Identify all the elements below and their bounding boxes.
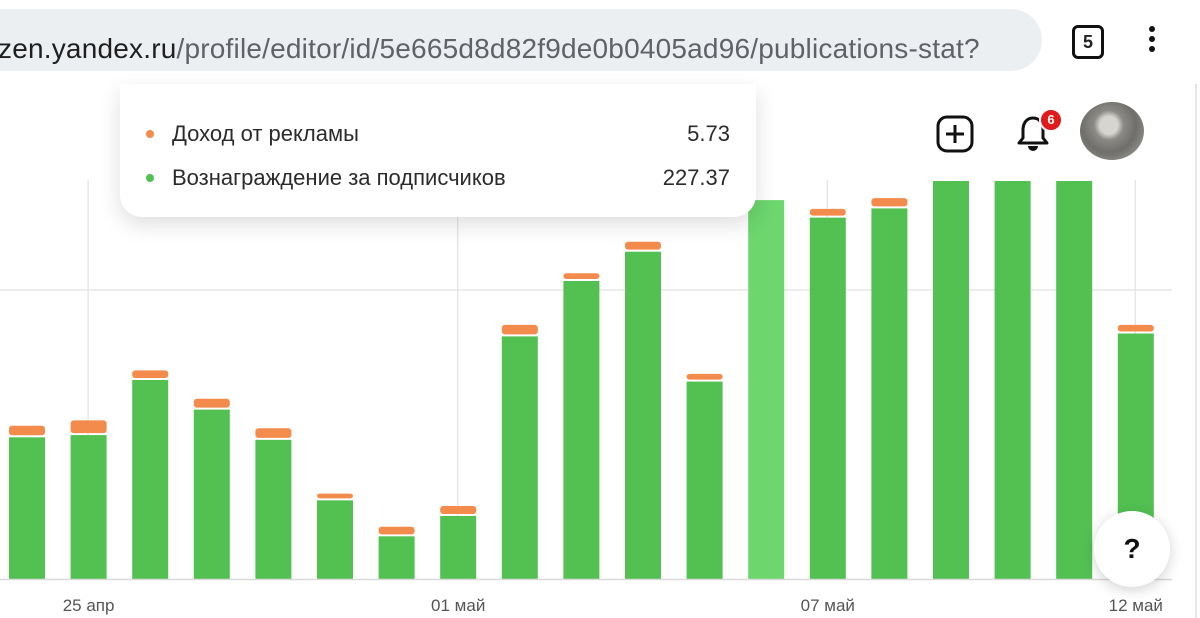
bar-subscribers[interactable] [317,500,353,579]
tooltip-value: 227.37 [662,165,730,190]
bar-subscribers[interactable] [871,208,908,580]
bar-subscribers[interactable] [563,280,600,579]
x-tick-label: 25 апр [63,596,115,615]
tooltip-value: 5.73 [687,121,730,146]
url-path: /profile/editor/id/5e665d8d82f9de0b0405a… [176,33,980,64]
scrollbar[interactable] [1195,84,1197,618]
help-button[interactable]: ? [1094,511,1170,587]
bar-ads[interactable] [625,241,661,250]
url-host: zen.yandex.ru [0,33,177,64]
bar-subscribers[interactable] [686,381,723,579]
bar-ads[interactable] [132,370,169,378]
bar-ads[interactable] [1117,324,1154,332]
url-text: zen.yandex.ru/profile/editor/id/5e665d8d… [0,33,980,65]
bar-ads[interactable] [9,425,45,436]
bar-subscribers[interactable] [933,181,969,579]
bar-subscribers[interactable] [70,435,107,579]
bar-ads[interactable] [317,493,353,499]
tab-switcher-button[interactable]: 5 [1072,25,1104,59]
browser-toolbar: zen.yandex.ru/profile/editor/id/5e665d8d… [0,0,1200,84]
bar-ads[interactable] [871,198,908,207]
address-bar[interactable]: zen.yandex.ru/profile/editor/id/5e665d8d… [0,9,1042,71]
tooltip-label: Доход от рекламы [172,121,359,146]
earnings-bar-chart: 25 апр 01 май 07 май 12 май [0,180,1172,615]
more-menu-icon[interactable] [1144,23,1160,57]
bar-subscribers[interactable] [809,217,846,579]
bar-ads[interactable] [440,505,477,514]
notification-badge: 6 [1039,108,1063,132]
bar-ads[interactable] [563,273,600,279]
bar-subscribers[interactable] [440,515,477,579]
ads-legend-dot [146,130,154,138]
tooltip-row-ads: Доход от рекламы 5.73 [146,119,730,149]
bar-subscribers[interactable] [625,251,661,579]
bar-subscribers[interactable] [1056,181,1093,579]
bar-subscribers[interactable] [255,439,292,579]
x-tick-label: 07 май [801,596,855,615]
bar-ads[interactable] [193,398,230,408]
bar-ads[interactable] [70,420,107,434]
subscribers-legend-dot [146,174,154,182]
tooltip-label: Вознаграждение за подписчиков [172,165,506,190]
bar-subscribers[interactable] [994,181,1031,579]
bar-subscribers[interactable] [501,336,538,579]
bar-ads[interactable] [686,373,723,380]
bar-subscribers[interactable] [9,437,45,579]
bar-ads[interactable] [255,428,292,438]
bar-ads[interactable] [378,526,415,535]
x-tick-label: 12 май [1109,596,1163,615]
avatar[interactable] [1080,102,1144,160]
add-publication-icon[interactable] [936,115,974,153]
x-tick-label: 01 май [431,596,485,615]
bar-subscribers[interactable] [132,380,169,579]
bar-ads[interactable] [501,324,538,335]
bar-subscribers[interactable] [193,409,230,579]
chart-tooltip: Доход от рекламы 5.73 Вознаграждение за … [120,84,756,217]
bar-subscribers[interactable] [378,536,415,579]
bar-subscribers[interactable] [748,200,785,579]
bar-ads[interactable] [809,208,846,216]
tooltip-row-subscribers: Вознаграждение за подписчиков 227.37 [146,163,730,193]
